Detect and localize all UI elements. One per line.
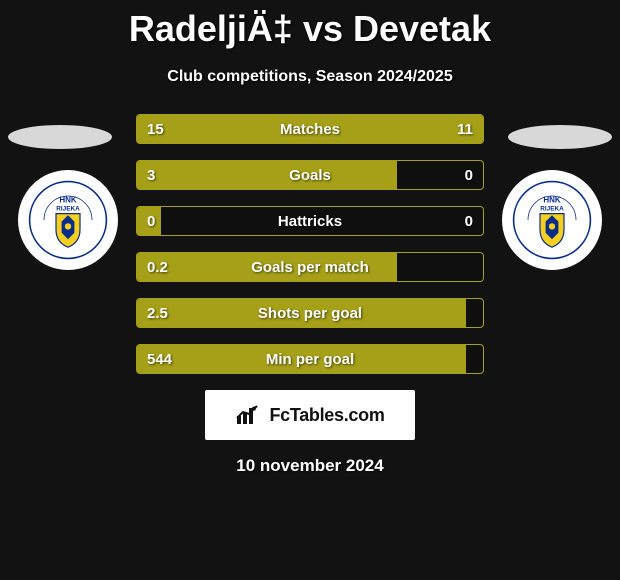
stat-label: Goals per match bbox=[137, 253, 483, 282]
club-badge-left: HNK RIJEKA bbox=[18, 170, 118, 270]
stat-row: 0.2Goals per match bbox=[136, 252, 484, 282]
stat-row: 3Goals0 bbox=[136, 160, 484, 190]
brand-box: FcTables.com bbox=[205, 390, 415, 440]
stat-row: 544Min per goal bbox=[136, 344, 484, 374]
player-photo-placeholder-right bbox=[508, 125, 612, 149]
date-label: 10 november 2024 bbox=[0, 456, 620, 476]
stat-row: 0Hattricks0 bbox=[136, 206, 484, 236]
club-badge-right: HNK RIJEKA bbox=[502, 170, 602, 270]
svg-text:RIJEKA: RIJEKA bbox=[56, 205, 80, 212]
stat-label: Min per goal bbox=[137, 345, 483, 374]
svg-text:HNK: HNK bbox=[59, 195, 77, 204]
stats-table: 15Matches113Goals00Hattricks00.2Goals pe… bbox=[136, 114, 484, 374]
stat-row: 2.5Shots per goal bbox=[136, 298, 484, 328]
stat-label: Goals bbox=[137, 161, 483, 190]
stat-label: Shots per goal bbox=[137, 299, 483, 328]
stat-row: 15Matches11 bbox=[136, 114, 484, 144]
stat-value-right: 11 bbox=[457, 115, 473, 144]
brand-text: FcTables.com bbox=[269, 405, 384, 426]
stat-label: Matches bbox=[137, 115, 483, 144]
stat-value-right: 0 bbox=[465, 161, 473, 190]
stat-value-right: 0 bbox=[465, 207, 473, 236]
stat-label: Hattricks bbox=[137, 207, 483, 236]
svg-text:HNK: HNK bbox=[543, 195, 561, 204]
page-title: RadeljiÄ‡ vs Devetak bbox=[0, 0, 620, 50]
player-photo-placeholder-left bbox=[8, 125, 112, 149]
page-subtitle: Club competitions, Season 2024/2025 bbox=[0, 68, 620, 86]
brand-chart-icon bbox=[235, 404, 263, 426]
svg-text:RIJEKA: RIJEKA bbox=[540, 205, 564, 212]
